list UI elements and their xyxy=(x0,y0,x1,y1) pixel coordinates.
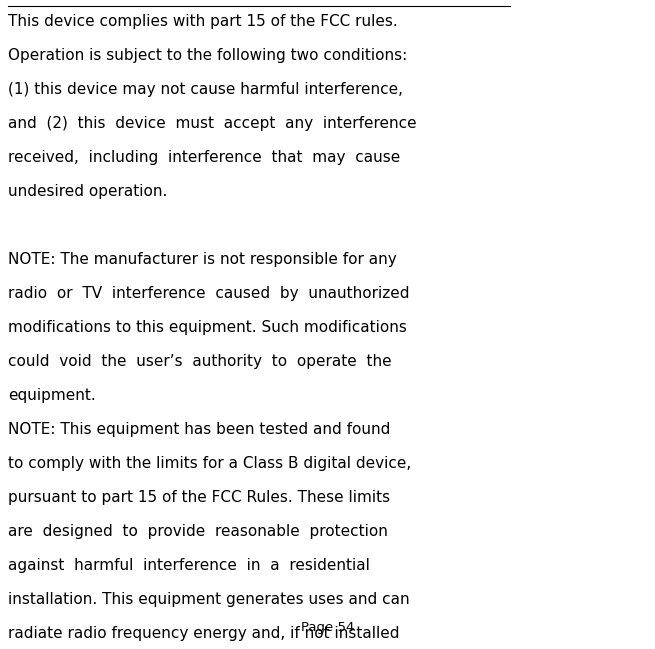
Text: (1) this device may not cause harmful interference,: (1) this device may not cause harmful in… xyxy=(8,82,403,97)
Text: NOTE: The manufacturer is not responsible for any: NOTE: The manufacturer is not responsibl… xyxy=(8,252,397,267)
Text: could  void  the  user’s  authority  to  operate  the: could void the user’s authority to opera… xyxy=(8,354,392,369)
Text: pursuant to part 15 of the FCC Rules. These limits: pursuant to part 15 of the FCC Rules. Th… xyxy=(8,490,390,505)
Text: radiate radio frequency energy and, if not installed: radiate radio frequency energy and, if n… xyxy=(8,626,400,641)
Text: This device complies with part 15 of the FCC rules.: This device complies with part 15 of the… xyxy=(8,14,398,29)
Text: against  harmful  interference  in  a  residential: against harmful interference in a reside… xyxy=(8,558,370,573)
Text: installation. This equipment generates uses and can: installation. This equipment generates u… xyxy=(8,592,409,607)
Text: NOTE: This equipment has been tested and found: NOTE: This equipment has been tested and… xyxy=(8,422,390,437)
Text: modifications to this equipment. Such modifications: modifications to this equipment. Such mo… xyxy=(8,320,407,335)
Text: Operation is subject to the following two conditions:: Operation is subject to the following tw… xyxy=(8,48,407,63)
Text: undesired operation.: undesired operation. xyxy=(8,184,168,199)
Text: to comply with the limits for a Class B digital device,: to comply with the limits for a Class B … xyxy=(8,456,411,471)
Text: received,  including  interference  that  may  cause: received, including interference that ma… xyxy=(8,150,400,165)
Text: Page 54: Page 54 xyxy=(301,621,354,634)
Text: radio  or  TV  interference  caused  by  unauthorized: radio or TV interference caused by unaut… xyxy=(8,286,409,301)
Text: and  (2)  this  device  must  accept  any  interference: and (2) this device must accept any inte… xyxy=(8,116,417,131)
Text: equipment.: equipment. xyxy=(8,388,96,403)
Text: are  designed  to  provide  reasonable  protection: are designed to provide reasonable prote… xyxy=(8,524,388,539)
